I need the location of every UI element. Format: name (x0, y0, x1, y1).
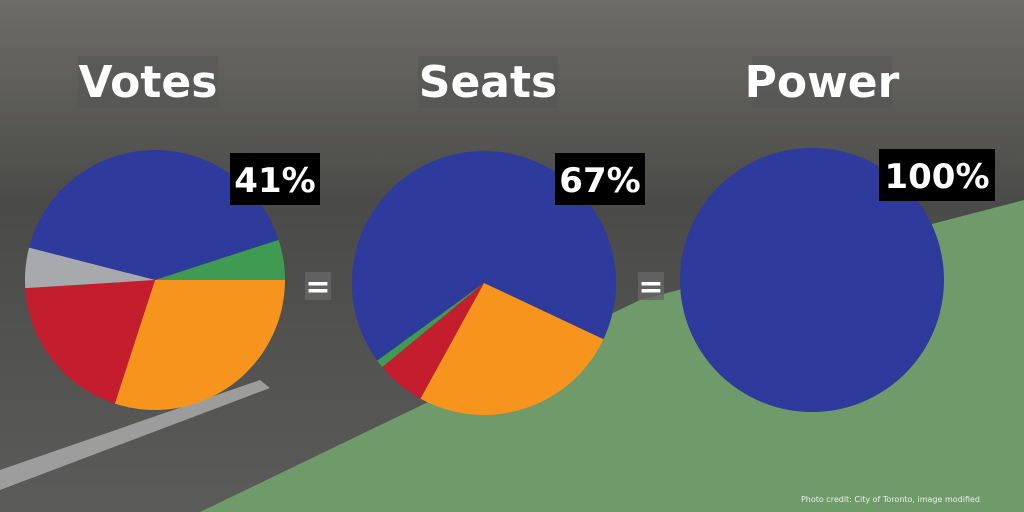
value-label-box (230, 153, 320, 205)
pie-slice (382, 283, 484, 399)
pie-slice (29, 150, 279, 280)
pie-slice (377, 283, 484, 368)
pie-slice (155, 239, 285, 280)
pie-slice (25, 280, 155, 404)
pie-slice (352, 151, 616, 361)
pie-slice (114, 280, 285, 410)
title-backdrop (752, 56, 892, 108)
pie-slice (25, 247, 155, 289)
value-label: 67% (559, 161, 640, 201)
title-backdrop (418, 56, 558, 108)
value-label-box (555, 153, 645, 205)
value-label: 100% (884, 157, 989, 197)
value-label-box (879, 149, 995, 201)
pie-title: Seats (419, 57, 557, 108)
value-label: 41% (234, 161, 315, 201)
photo-credit: Photo credit: City of Toronto, image mod… (801, 495, 980, 504)
pie-title: Votes (79, 57, 218, 108)
pie-title: Power (745, 57, 900, 108)
equals-sign: = (638, 270, 663, 305)
pie-slice (680, 148, 944, 412)
lane-marking (0, 380, 270, 490)
title-backdrop (78, 56, 218, 108)
equals-sign: = (305, 270, 330, 305)
equals-box (305, 272, 331, 300)
pie-slice (420, 283, 604, 415)
equals-box (638, 272, 664, 300)
